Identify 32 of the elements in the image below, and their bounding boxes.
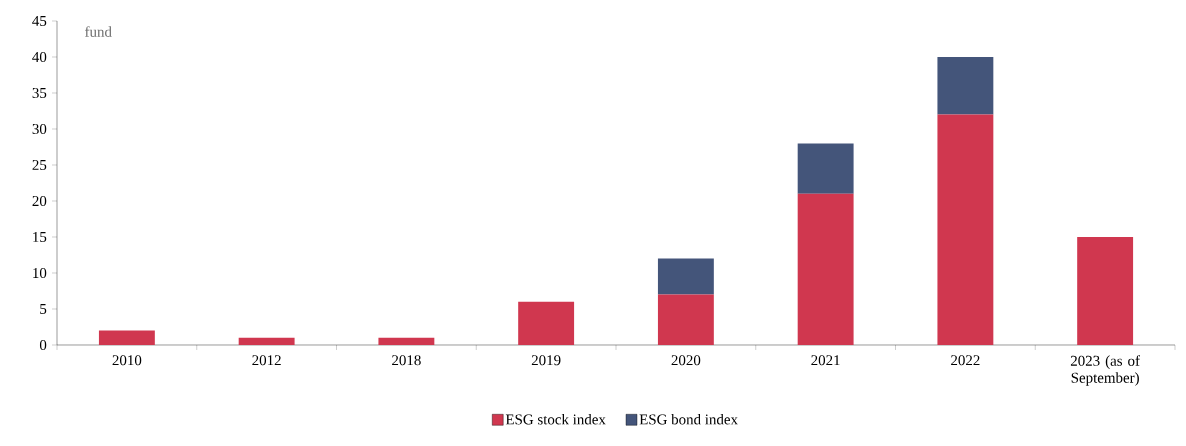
bar [518, 301, 575, 345]
bar [378, 337, 435, 345]
x-tick-label: 2010 [112, 355, 142, 366]
y-axis-title: fund [85, 26, 112, 37]
x-tick-label: 2021 [811, 355, 840, 366]
y-tick-label: 15 [33, 231, 47, 242]
bar [657, 258, 714, 295]
legend-label: ESG bond index [639, 413, 738, 425]
bar [98, 330, 155, 345]
y-tick-label: 45 [32, 16, 47, 26]
y-tick-label: 35 [32, 87, 47, 99]
bar [797, 193, 854, 345]
bar [937, 57, 994, 115]
x-tick-label: 2023 (as of September) [1070, 355, 1140, 386]
legend-label: ESG stock index [505, 413, 606, 425]
bar [1077, 236, 1134, 345]
x-tick-label: 2022 [951, 355, 980, 366]
y-tick-label: 20 [32, 195, 47, 207]
x-tick-label: 2019 [531, 355, 561, 366]
bar [657, 294, 714, 345]
x-tick-label: 2012 [252, 355, 281, 366]
y-tick-label: 30 [32, 123, 47, 135]
bar [797, 143, 854, 194]
y-tick-label: 0 [39, 339, 47, 351]
bar [937, 114, 994, 345]
x-tick-label: 2018 [392, 355, 421, 366]
y-tick-label: 40 [32, 51, 47, 63]
x-tick-label: 2020 [671, 355, 701, 366]
y-tick-label: 10 [33, 267, 47, 279]
y-tick-label: 25 [32, 159, 47, 171]
bar [238, 337, 295, 345]
y-tick-label: 5 [40, 304, 47, 314]
